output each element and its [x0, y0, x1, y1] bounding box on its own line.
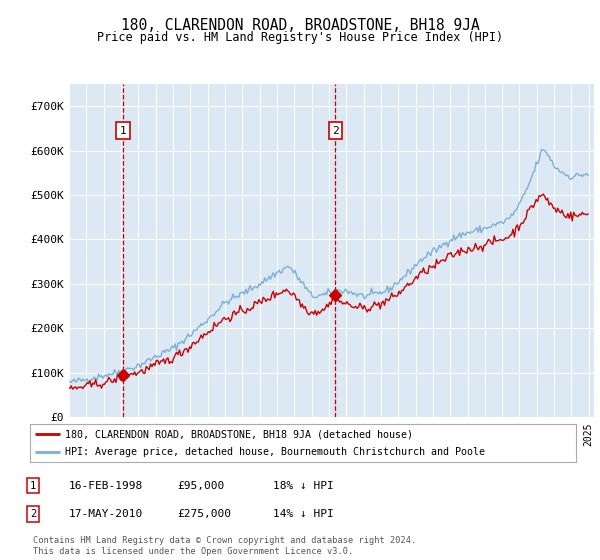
- Text: 1: 1: [30, 480, 36, 491]
- Text: 17-MAY-2010: 17-MAY-2010: [69, 509, 143, 519]
- Text: 16-FEB-1998: 16-FEB-1998: [69, 480, 143, 491]
- Text: £95,000: £95,000: [177, 480, 224, 491]
- Text: 18% ↓ HPI: 18% ↓ HPI: [273, 480, 334, 491]
- Text: 180, CLARENDON ROAD, BROADSTONE, BH18 9JA (detached house): 180, CLARENDON ROAD, BROADSTONE, BH18 9J…: [65, 429, 413, 439]
- Text: 180, CLARENDON ROAD, BROADSTONE, BH18 9JA: 180, CLARENDON ROAD, BROADSTONE, BH18 9J…: [121, 18, 479, 33]
- Text: 2: 2: [332, 125, 339, 136]
- Text: Price paid vs. HM Land Registry's House Price Index (HPI): Price paid vs. HM Land Registry's House …: [97, 31, 503, 44]
- Text: Contains HM Land Registry data © Crown copyright and database right 2024.
This d: Contains HM Land Registry data © Crown c…: [33, 536, 416, 556]
- Text: 14% ↓ HPI: 14% ↓ HPI: [273, 509, 334, 519]
- Text: 2: 2: [30, 509, 36, 519]
- Text: 1: 1: [119, 125, 127, 136]
- Text: £275,000: £275,000: [177, 509, 231, 519]
- Text: HPI: Average price, detached house, Bournemouth Christchurch and Poole: HPI: Average price, detached house, Bour…: [65, 447, 485, 457]
